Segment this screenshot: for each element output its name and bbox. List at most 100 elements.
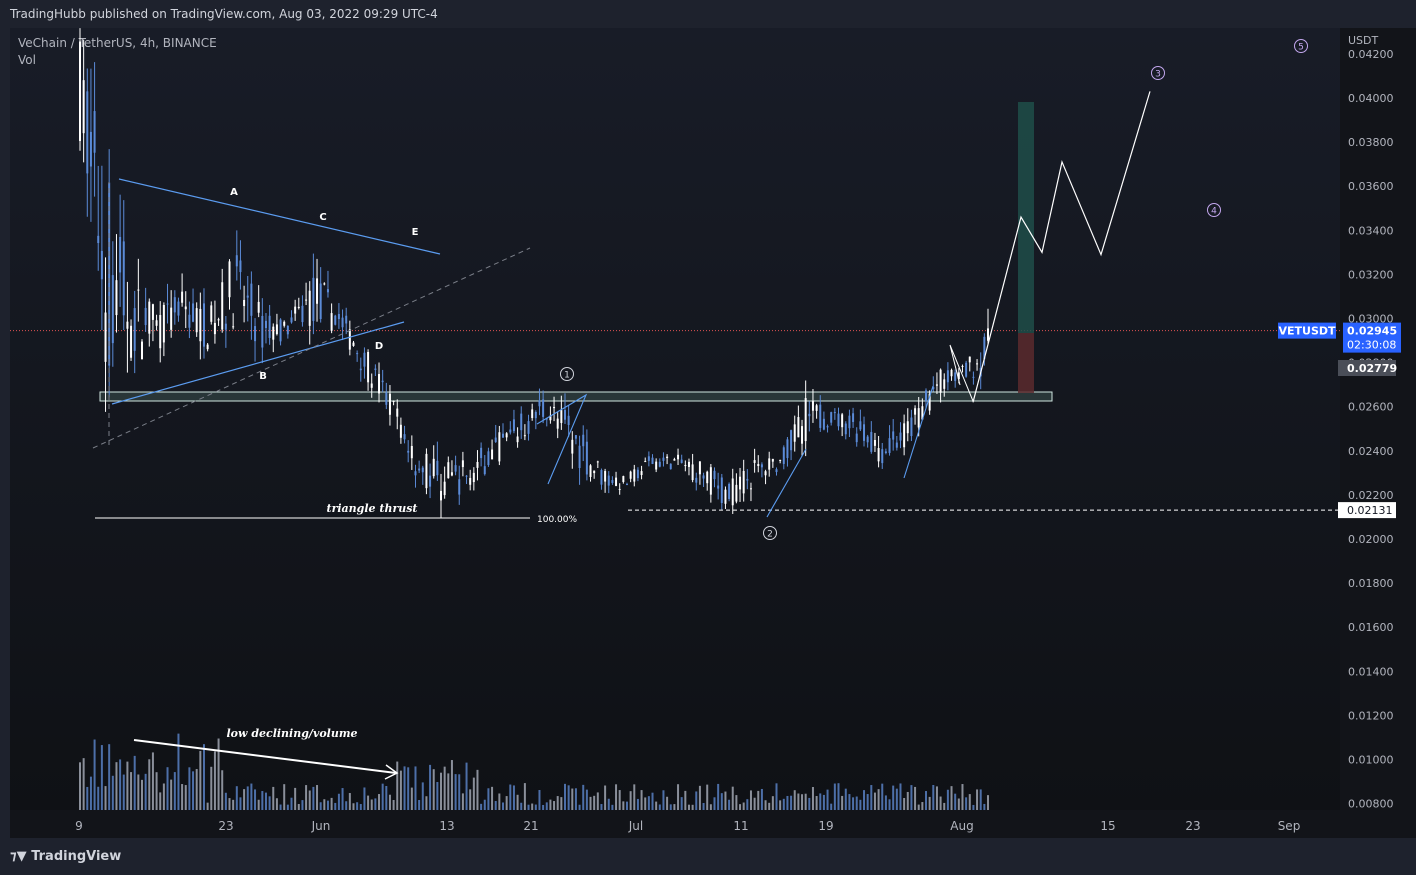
volume-bar	[593, 795, 596, 810]
candle-body	[844, 423, 847, 435]
candle-body	[334, 315, 337, 325]
candle-body	[250, 283, 253, 316]
candle-body	[137, 289, 140, 291]
candle-body	[469, 477, 472, 485]
candle-body	[104, 312, 107, 362]
candle-body	[549, 415, 552, 421]
candle-body	[181, 291, 184, 303]
volume-bar	[724, 791, 727, 810]
candle-body	[983, 336, 986, 360]
volume-bar	[381, 783, 384, 810]
candle-body	[151, 304, 154, 320]
candle-body	[644, 461, 647, 463]
candle-body	[363, 352, 366, 367]
candle-body	[487, 451, 490, 466]
volume-bar	[356, 802, 359, 810]
symbol-title[interactable]: VeChain / TetherUS, 4h, BINANCE	[18, 36, 217, 50]
volume-bar	[210, 766, 213, 810]
volume-bar	[119, 759, 122, 810]
volume-bar	[294, 787, 297, 810]
candle-body	[884, 451, 887, 453]
volume-bar	[264, 792, 267, 810]
volume-bar	[607, 798, 610, 810]
price-tick-label: 0.04200	[1348, 48, 1394, 61]
candle-body	[775, 469, 778, 473]
candle-body	[443, 481, 446, 496]
candle-body	[728, 483, 731, 499]
candle-body	[815, 405, 818, 411]
candle-body	[760, 464, 763, 468]
volume-bar	[297, 804, 300, 810]
candle-body	[757, 464, 760, 467]
candle-body	[224, 323, 227, 330]
volume-bar	[498, 793, 501, 810]
candle-body	[553, 406, 556, 409]
volume-bar	[465, 762, 468, 810]
candle-body	[308, 290, 311, 326]
candle-body	[855, 433, 858, 443]
candle-body	[647, 456, 650, 461]
volume-annotation: low declining/volume	[227, 727, 358, 740]
price-axis[interactable]	[1340, 28, 1416, 838]
volume-bar	[491, 786, 494, 810]
volume-bar	[596, 792, 599, 810]
volume-bar	[243, 789, 246, 810]
volume-bar	[983, 803, 986, 810]
volume-bar	[921, 802, 924, 810]
volume-bar	[757, 790, 760, 810]
volume-bar	[352, 803, 355, 810]
candle-body	[202, 303, 205, 347]
level-1-value: 0.02779	[1347, 362, 1397, 375]
candle-body	[863, 424, 866, 441]
volume-bar	[188, 767, 191, 810]
candle-body	[126, 321, 129, 329]
time-tick-label: 21	[523, 819, 538, 833]
volume-bar	[290, 797, 293, 810]
volume-bar	[516, 794, 519, 810]
volume-bar	[863, 790, 866, 810]
candle-body	[337, 313, 340, 320]
volume-bar	[97, 786, 100, 810]
volume-bar	[93, 739, 96, 810]
volume-bar	[589, 796, 592, 810]
candle-body	[432, 458, 435, 477]
volume-bar	[202, 744, 205, 810]
volume-bar	[199, 750, 202, 810]
candle-body	[279, 319, 282, 342]
candle-body	[954, 372, 957, 381]
level-2-badge	[1338, 502, 1396, 519]
candle-body	[217, 319, 220, 321]
volume-bar	[753, 797, 756, 810]
volume-bar	[170, 779, 173, 810]
time-axis[interactable]	[10, 810, 1340, 838]
volume-bar	[691, 804, 694, 810]
volume-bar	[698, 785, 701, 810]
volume-bar	[946, 789, 949, 810]
volume-bar	[429, 764, 432, 810]
candle-body	[177, 301, 180, 316]
tradingview-brand[interactable]: ⁊▼ TradingView	[10, 849, 121, 864]
volume-bar	[622, 801, 625, 810]
volume-bar	[585, 789, 588, 810]
volume-bar	[512, 785, 515, 810]
volume-bar	[713, 797, 716, 810]
symbol-badge	[1278, 322, 1336, 339]
recent-move-line	[949, 344, 974, 402]
volume-indicator-title[interactable]: Vol	[18, 53, 36, 67]
volume-bar	[935, 786, 938, 810]
chart-pane[interactable]	[10, 28, 1340, 810]
volume-bar	[181, 784, 184, 810]
volume-bar	[531, 803, 534, 810]
volume-bar	[932, 784, 935, 810]
candle-body	[753, 460, 756, 463]
time-tick-label: 19	[818, 819, 833, 833]
volume-bar	[844, 788, 847, 810]
wave-label-number: 2	[767, 530, 773, 540]
volume-bar	[658, 804, 661, 810]
candle-body	[264, 320, 267, 329]
candle-body	[516, 436, 519, 443]
volume-bar	[305, 785, 308, 810]
volume-bar	[797, 793, 800, 810]
volume-bar	[600, 804, 603, 810]
volume-bar	[706, 784, 709, 810]
